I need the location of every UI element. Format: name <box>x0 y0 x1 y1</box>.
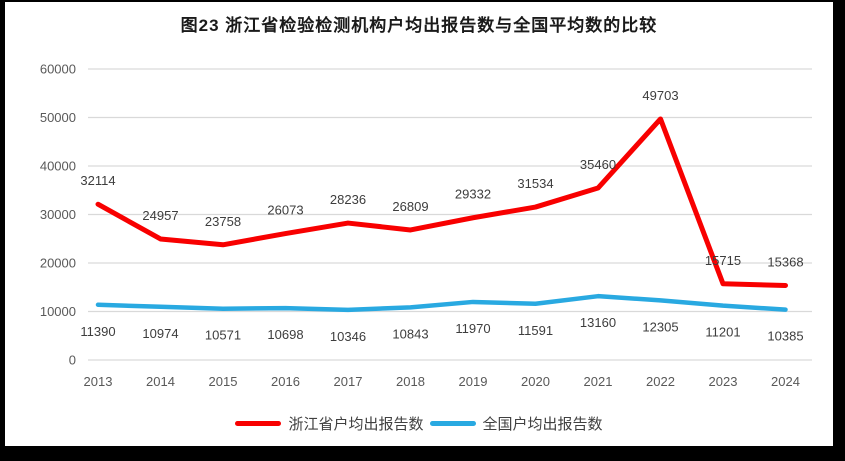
data-label: 28236 <box>330 192 366 207</box>
data-label: 15368 <box>767 254 803 269</box>
legend-line-swatch <box>429 421 476 426</box>
series-line-0 <box>95 116 788 288</box>
data-label: 31534 <box>517 176 553 191</box>
y-axis-tick-label: 0 <box>69 353 76 368</box>
x-axis-tick-label: 2018 <box>396 374 425 389</box>
x-axis-tick-label: 2015 <box>209 374 238 389</box>
data-label: 26073 <box>267 203 303 218</box>
y-axis-tick-label: 30000 <box>40 207 76 222</box>
data-label: 12305 <box>642 319 678 334</box>
data-label: 10843 <box>392 326 428 341</box>
x-axis-tick-label: 2014 <box>146 374 175 389</box>
data-label: 29332 <box>455 187 491 202</box>
data-label: 24957 <box>142 208 178 223</box>
x-axis-tick-label: 2023 <box>709 374 738 389</box>
data-label: 32114 <box>80 173 115 188</box>
x-axis-tick-label: 2019 <box>459 374 488 389</box>
data-label: 11201 <box>705 325 740 340</box>
y-axis-tick-label: 20000 <box>40 256 76 271</box>
line-chart: 0 10000 20000 30000 40000 50000 60000 2013 2014 2… <box>40 62 812 389</box>
y-axis-tick-label: 40000 <box>40 159 76 174</box>
y-axis-tick-label: 60000 <box>40 62 76 77</box>
data-label: 26809 <box>392 199 428 214</box>
chart-title: 图23 浙江省检验检测机构户均出报告数与全国平均数的比较 <box>180 16 658 35</box>
data-label: 15715 <box>705 253 741 268</box>
data-label: 10385 <box>767 329 803 344</box>
x-axis-tick-label: 2016 <box>271 374 300 389</box>
data-label: 10346 <box>330 329 366 344</box>
data-label: 23758 <box>205 214 241 229</box>
data-label: 10698 <box>267 327 303 342</box>
legend-item-0: 浙江省户均出报告数 <box>235 413 424 434</box>
legend-label: 全国户均出报告数 <box>482 416 603 433</box>
x-axis-tick-label: 2021 <box>584 374 613 389</box>
data-label: 11591 <box>518 323 553 338</box>
x-axis-tick-label: 2020 <box>521 374 550 389</box>
x-axis-tick-label: 2017 <box>334 374 363 389</box>
y-axis-tick-label: 10000 <box>40 304 76 319</box>
legend-label: 浙江省户均出报告数 <box>288 416 424 433</box>
data-label: 10571 <box>205 328 241 343</box>
legend-line-swatch <box>235 421 282 426</box>
data-label: 13160 <box>580 315 616 330</box>
data-label: 49703 <box>642 88 678 103</box>
data-label: 10974 <box>142 326 178 341</box>
legend-item-1: 全国户均出报告数 <box>429 413 603 434</box>
data-label: 11390 <box>80 324 115 339</box>
y-axis-tick-label: 50000 <box>40 110 76 125</box>
chart-canvas: 图23 浙江省检验检测机构户均出报告数与全国平均数的比较 0 10000 20000… <box>5 2 833 446</box>
chart-legend: 浙江省户均出报告数 全国户均出报告数 <box>5 413 833 434</box>
x-axis-tick-label: 2013 <box>84 374 113 389</box>
series-line-1 <box>95 293 788 313</box>
data-label: 35460 <box>580 157 616 172</box>
x-axis-tick-label: 2024 <box>771 374 800 389</box>
x-axis-tick-label: 2022 <box>646 374 675 389</box>
data-label: 11970 <box>455 321 490 336</box>
